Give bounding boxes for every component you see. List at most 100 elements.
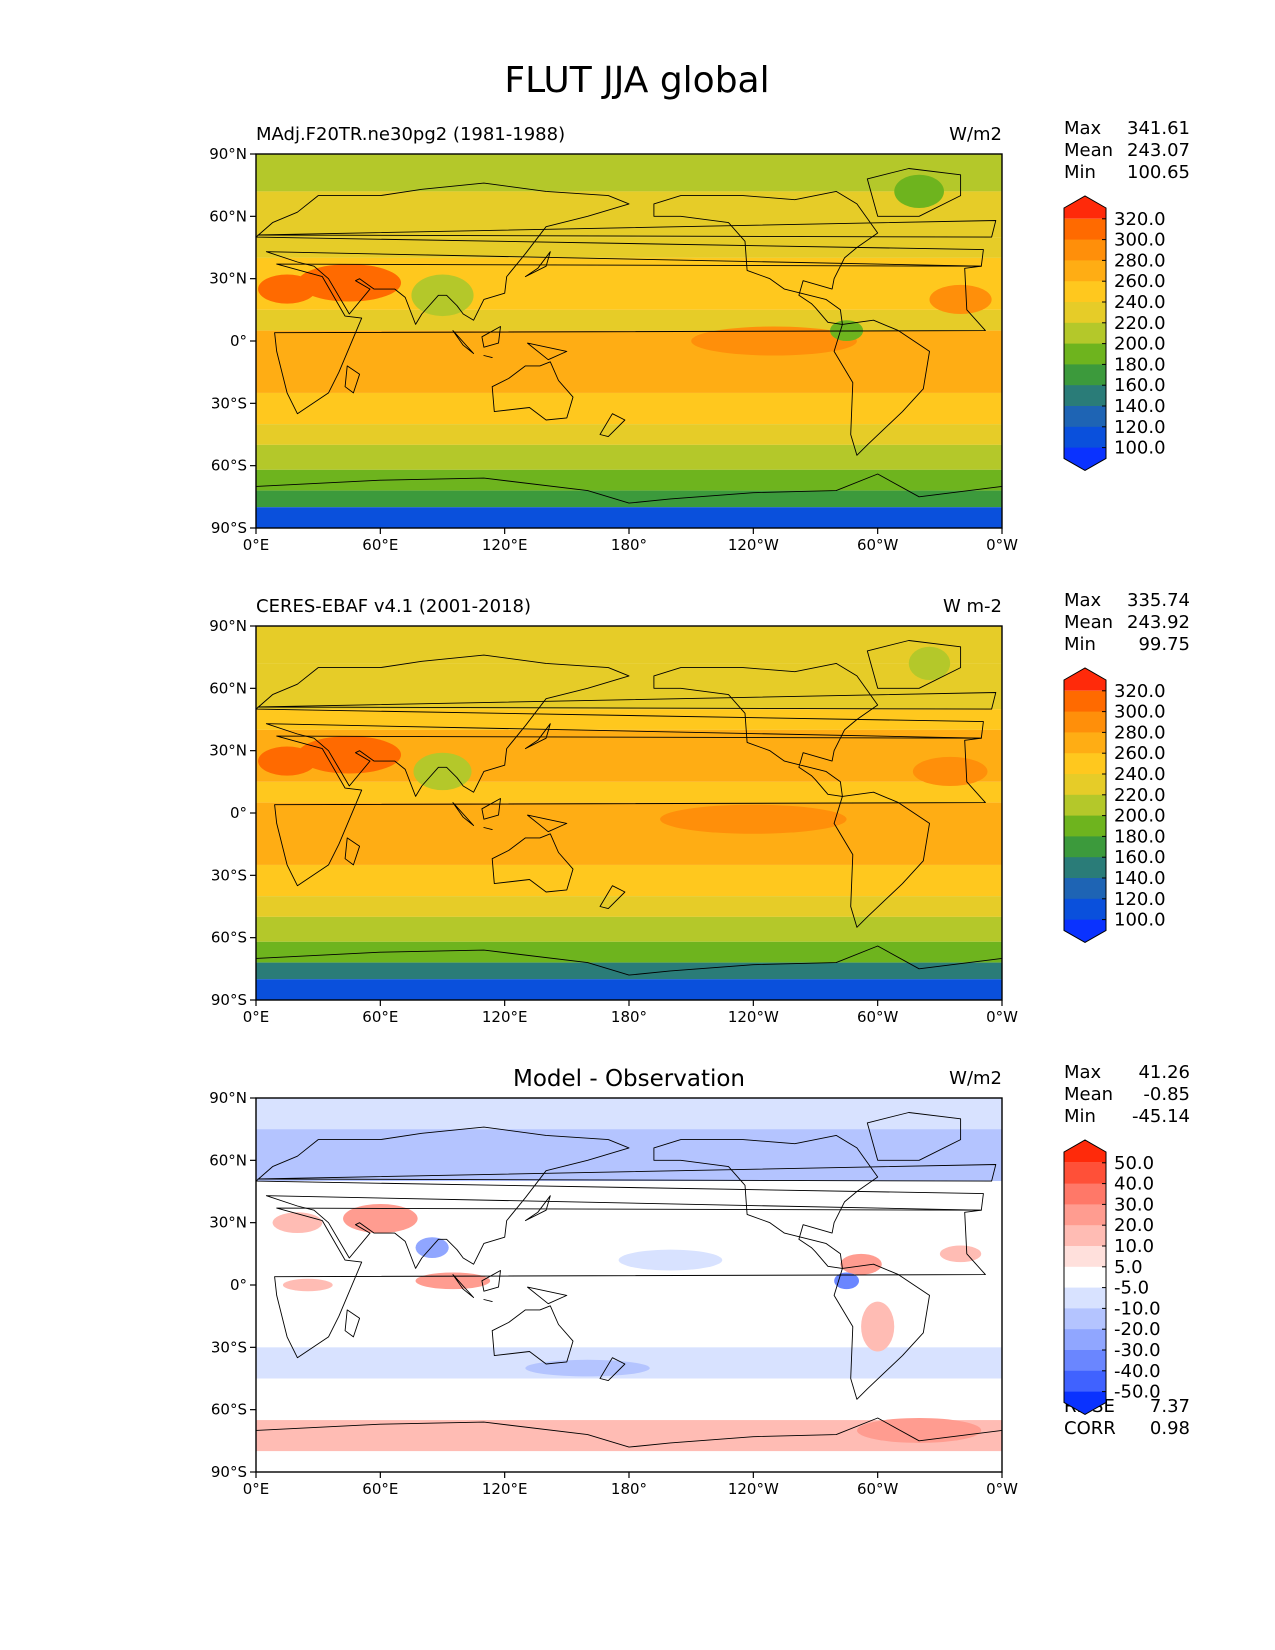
colorbar-segment xyxy=(1064,302,1106,324)
colorbar-tick-label: 220.0 xyxy=(1114,313,1166,334)
y-tick-label: 0° xyxy=(230,804,247,822)
x-tick-label: 120°E xyxy=(482,536,528,554)
stat-label: Min xyxy=(1064,634,1096,655)
y-tick-label: 60°N xyxy=(209,207,247,225)
coastline xyxy=(491,1305,574,1365)
coastline xyxy=(599,1357,626,1382)
lat-band xyxy=(256,392,1002,425)
colorbar-segment xyxy=(1064,1225,1106,1247)
colorbar-extend-top xyxy=(1064,196,1106,219)
colorbar-segment xyxy=(1064,732,1106,754)
x-tick-label: 120°E xyxy=(482,1008,528,1026)
field-region xyxy=(525,1359,650,1377)
stat-value: 341.61 xyxy=(1127,118,1190,139)
coastline xyxy=(524,723,551,750)
coastline xyxy=(452,802,475,826)
field-region xyxy=(912,756,988,786)
coastline xyxy=(274,735,986,887)
colorbar-outline xyxy=(1063,667,1107,943)
lat-band xyxy=(256,154,1002,192)
lat-band xyxy=(256,864,1002,897)
x-tick-label: 60°E xyxy=(362,1480,398,1498)
colorbar-segment xyxy=(1064,774,1106,796)
y-tick-label: 90°S xyxy=(211,519,247,537)
y-tick-label: 90°S xyxy=(211,1463,247,1481)
coastline xyxy=(452,1274,475,1298)
colorbar-tick-label: 300.0 xyxy=(1114,702,1166,723)
panel-title: Model - Observation xyxy=(513,1066,745,1092)
x-tick-label: 60°W xyxy=(857,1008,899,1026)
colorbar-tick-label: 20.0 xyxy=(1114,1215,1154,1236)
field-region xyxy=(894,174,944,209)
coastline xyxy=(653,662,879,797)
x-tick-label: 60°E xyxy=(362,1008,398,1026)
coastline xyxy=(599,413,626,438)
colorbar-segment xyxy=(1064,343,1106,365)
lat-band xyxy=(256,490,1002,508)
colorbar-segment xyxy=(1064,1162,1106,1185)
colorbar: 320.0300.0280.0260.0240.0220.0200.0180.0… xyxy=(1063,195,1166,471)
colorbar-tick-label: -50.0 xyxy=(1114,1382,1161,1403)
colorbar-segment xyxy=(1064,690,1106,713)
lat-band xyxy=(256,962,1002,980)
field-region xyxy=(939,1245,982,1263)
colorbar-tick-label: 40.0 xyxy=(1114,1174,1154,1195)
colorbar-segment xyxy=(1064,1246,1106,1268)
colorbar-segment xyxy=(1064,1204,1106,1226)
field-region xyxy=(297,264,402,302)
x-tick-label: 0°W xyxy=(986,536,1018,554)
coastline xyxy=(256,1126,984,1269)
stat-value: 99.75 xyxy=(1138,634,1190,655)
x-tick-label: 0°W xyxy=(986,1008,1018,1026)
colorbar-tick-label: 180.0 xyxy=(1114,354,1166,375)
coastline xyxy=(274,263,986,415)
extra-stat-value: 0.98 xyxy=(1150,1418,1190,1439)
colorbar-tick-label: 120.0 xyxy=(1114,417,1166,438)
colorbar-segment xyxy=(1064,1350,1106,1372)
y-tick-label: 30°S xyxy=(211,1338,247,1356)
field-region xyxy=(929,284,992,314)
colorbar-extend-bottom xyxy=(1064,447,1106,471)
coastline xyxy=(491,833,574,893)
extra-stat-value: 7.37 xyxy=(1150,1396,1190,1417)
coastline xyxy=(256,473,1002,528)
colorbar-outline xyxy=(1063,195,1107,471)
colorbar: 50.040.030.020.010.05.0-5.0-10.0-20.0-30… xyxy=(1063,1139,1161,1415)
colorbar: 320.0300.0280.0260.0240.0220.0200.0180.0… xyxy=(1063,667,1166,943)
coastline xyxy=(257,1164,997,1182)
colorbar-tick-label: -10.0 xyxy=(1114,1298,1161,1319)
y-tick-label: 0° xyxy=(230,1276,247,1294)
field-region xyxy=(618,1249,723,1271)
coastline xyxy=(491,361,574,421)
colorbar-segment xyxy=(1064,426,1106,449)
colorbar-segment xyxy=(1064,1308,1106,1330)
colorbar-tick-label: 220.0 xyxy=(1114,785,1166,806)
colorbar-segment xyxy=(1064,711,1106,733)
colorbar-tick-label: 10.0 xyxy=(1114,1236,1154,1257)
colorbar-segment xyxy=(1064,385,1106,407)
coastline xyxy=(344,1309,361,1338)
coastline xyxy=(483,827,493,831)
colorbar-segment xyxy=(1064,322,1106,345)
lat-band xyxy=(256,507,1002,528)
colorbar-segment xyxy=(1064,239,1106,261)
lat-band xyxy=(256,979,1002,1000)
colorbar-tick-label: 100.0 xyxy=(1114,910,1166,931)
y-tick-label: 30°S xyxy=(211,394,247,412)
field-region xyxy=(272,1212,323,1234)
field-region xyxy=(413,752,472,791)
lat-band xyxy=(256,1378,1002,1421)
colorbar-segment xyxy=(1064,260,1106,282)
y-tick-label: 30°N xyxy=(209,742,247,760)
coastline xyxy=(866,168,962,217)
lat-band xyxy=(256,709,1002,730)
colorbar-tick-label: 200.0 xyxy=(1114,334,1166,355)
stat-label: Mean xyxy=(1064,140,1113,161)
stat-value: 100.65 xyxy=(1127,162,1190,183)
lat-band xyxy=(256,626,1002,664)
coastline xyxy=(653,190,879,325)
colorbar-tick-label: 160.0 xyxy=(1114,847,1166,868)
coastline xyxy=(483,1299,493,1303)
field-region xyxy=(834,1272,860,1290)
colorbar-segment xyxy=(1064,1287,1106,1309)
